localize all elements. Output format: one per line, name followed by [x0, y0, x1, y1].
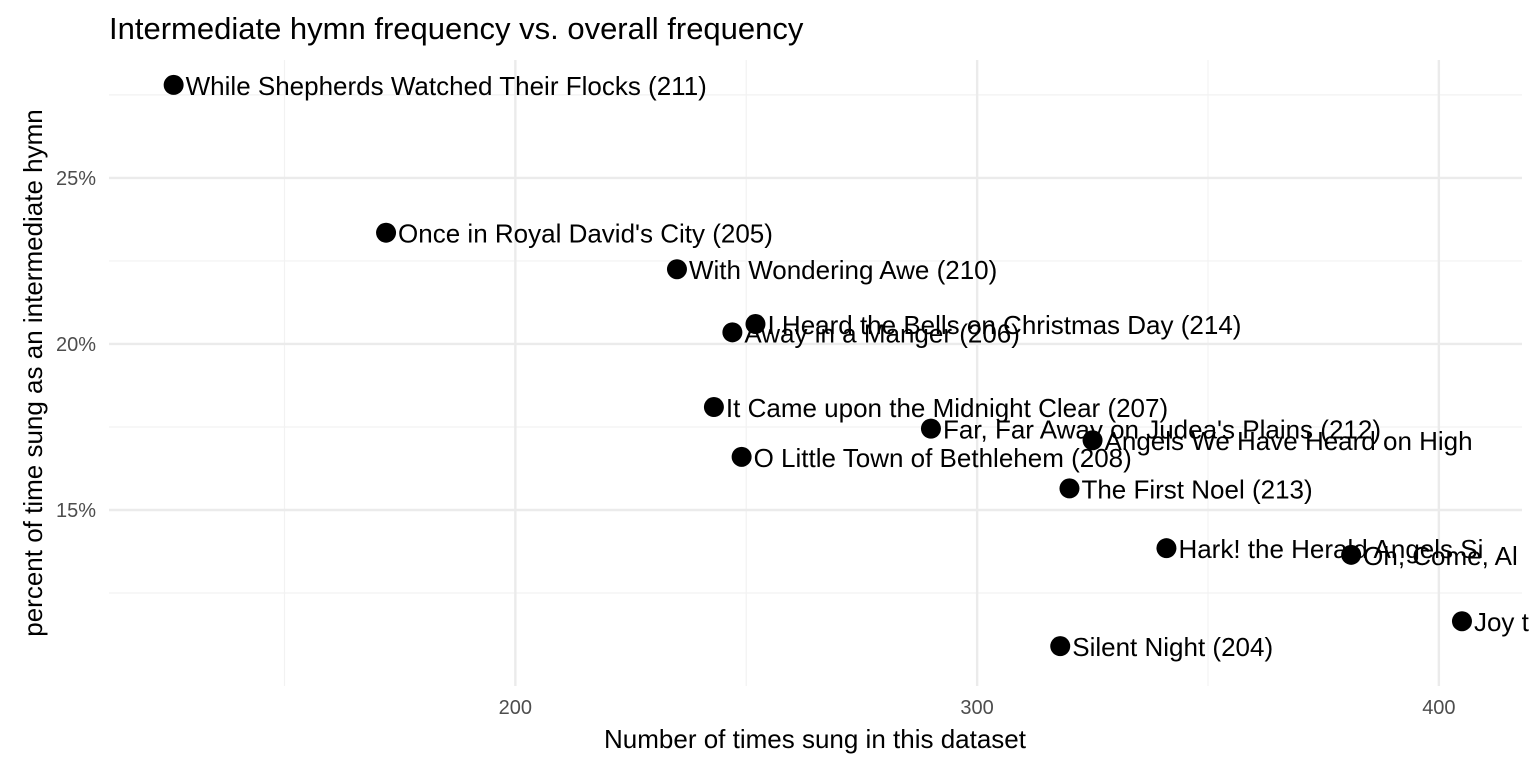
x-tick-label: 300 [960, 697, 993, 719]
y-tick-label: 15% [56, 500, 96, 522]
data-point [920, 418, 941, 439]
chart-title: Intermediate hymn frequency vs. overall … [109, 11, 804, 46]
point-label: Far, Far Away on Judea's Plains (212) [943, 415, 1381, 445]
data-point [1156, 538, 1177, 559]
y-tick-label: 20% [56, 334, 96, 356]
data-point [163, 74, 184, 95]
y-axis-title: percent of time sung as an intermediate … [18, 109, 48, 637]
data-point [722, 322, 743, 343]
point-label: Angels We Have Heard on High [1105, 426, 1473, 456]
point-label: Silent Night (204) [1072, 632, 1273, 662]
point-label: The First Noel (213) [1081, 474, 1312, 504]
data-point [1451, 611, 1472, 632]
plot-panel [109, 60, 1522, 686]
y-tick-label: 25% [56, 168, 96, 190]
data-point [745, 314, 766, 335]
point-label: Away in a Manger (206) [744, 318, 1020, 348]
point-label: Oh, Come, Al [1363, 541, 1518, 571]
data-point [1059, 478, 1080, 499]
data-point [731, 446, 752, 467]
point-label: O Little Town of Bethlehem (208) [754, 443, 1132, 473]
minor-gridlines [109, 60, 1522, 686]
x-tick-label: 400 [1422, 697, 1455, 719]
point-label: Hark! the Herald Angels Si [1178, 534, 1483, 564]
data-point [1341, 544, 1362, 565]
point-labels: While Shepherds Watched Their Flocks (21… [186, 71, 1530, 662]
data-point [1082, 430, 1103, 451]
major-gridlines [109, 60, 1522, 686]
x-tick-label: 200 [499, 697, 532, 719]
data-point [376, 222, 397, 243]
data-point [666, 259, 687, 280]
data-points [163, 74, 1472, 657]
x-axis-tick-labels: 200 300 400 [499, 697, 1456, 719]
data-point [1050, 636, 1071, 657]
point-label: While Shepherds Watched Their Flocks (21… [186, 71, 707, 101]
x-axis-title: Number of times sung in this dataset [604, 724, 1027, 754]
data-point [703, 397, 724, 418]
point-label: With Wondering Awe (210) [689, 255, 997, 285]
point-label: It Came upon the Midnight Clear (207) [726, 393, 1168, 423]
point-label: Once in Royal David's City (205) [398, 219, 773, 249]
point-label: Joy t [1474, 607, 1530, 637]
y-axis-tick-labels: 15% 20% 25% [56, 168, 96, 522]
point-label: I Heard the Bells on Christmas Day (214) [767, 310, 1241, 340]
